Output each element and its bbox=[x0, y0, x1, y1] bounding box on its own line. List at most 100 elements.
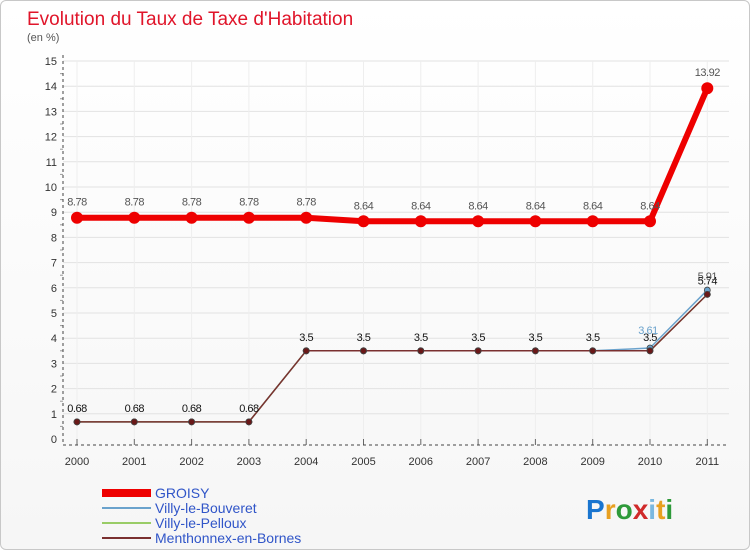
series-point-0 bbox=[701, 82, 714, 95]
series-point-0 bbox=[586, 215, 599, 228]
series-point-3 bbox=[589, 347, 597, 355]
y-tick-label: 11 bbox=[46, 157, 57, 169]
x-tick-label: 2000 bbox=[65, 456, 89, 468]
data-label: 3.5 bbox=[586, 332, 600, 344]
data-label: 8.78 bbox=[296, 197, 316, 209]
chart-subtitle: (en %) bbox=[27, 32, 59, 44]
logo-letter: t bbox=[656, 494, 665, 525]
data-label: 13.92 bbox=[695, 67, 720, 79]
logo-letter: i bbox=[648, 494, 656, 525]
data-label: 0.68 bbox=[67, 403, 87, 415]
series-point-3 bbox=[646, 347, 654, 355]
x-tick-label: 2008 bbox=[523, 456, 547, 468]
data-label: 8.78 bbox=[239, 197, 259, 209]
series-point-0 bbox=[644, 215, 656, 228]
legend-label: Menthonnex-en-Bornes bbox=[155, 530, 301, 546]
series-point-3 bbox=[417, 347, 425, 355]
series-point-3 bbox=[360, 347, 367, 355]
data-label: 3.61 bbox=[638, 325, 658, 337]
data-label: 3.5 bbox=[299, 332, 313, 344]
chart-legend: GROISYVilly-le-BouveretVilly-le-PellouxM… bbox=[102, 485, 301, 546]
y-tick-label: 8 bbox=[51, 232, 57, 244]
series-point-3 bbox=[245, 418, 253, 426]
x-tick-label: 2004 bbox=[294, 456, 318, 468]
series-point-3 bbox=[188, 418, 196, 426]
logo-letter: P bbox=[586, 494, 605, 525]
series-point-0 bbox=[414, 215, 427, 228]
data-label: 8.64 bbox=[354, 200, 374, 212]
series-point-3 bbox=[703, 290, 711, 298]
y-tick-label: 6 bbox=[51, 283, 57, 295]
logo-text: Proxiti bbox=[586, 494, 673, 525]
data-label: 8.64 bbox=[583, 200, 603, 212]
data-label: 8.64 bbox=[468, 200, 488, 212]
data-label: 8.64 bbox=[640, 200, 660, 212]
y-tick-label: 12 bbox=[45, 132, 57, 144]
x-tick-label: 2005 bbox=[351, 456, 375, 468]
series-line-3 bbox=[77, 293, 708, 423]
y-tick-label: 4 bbox=[51, 333, 57, 345]
y-tick-label: 9 bbox=[51, 207, 57, 219]
data-label: 8.78 bbox=[67, 197, 87, 209]
y-tick-label: 15 bbox=[45, 56, 57, 68]
legend-label: Villy-le-Bouveret bbox=[155, 500, 257, 516]
data-label: 5.74 bbox=[698, 275, 718, 287]
data-label: 8.78 bbox=[182, 197, 202, 209]
y-tick-label: 3 bbox=[51, 358, 57, 370]
data-label: 3.5 bbox=[529, 332, 543, 344]
x-tick-label: 2003 bbox=[237, 456, 261, 468]
series-point-0 bbox=[300, 211, 313, 224]
series-point-3 bbox=[73, 418, 81, 426]
data-label: 3.5 bbox=[414, 332, 428, 344]
logo-letter: i bbox=[665, 494, 673, 525]
series-point-0 bbox=[128, 211, 141, 224]
x-tick-label: 2007 bbox=[466, 456, 490, 468]
series-point-3 bbox=[532, 347, 539, 355]
series-point-0 bbox=[71, 211, 83, 224]
data-label: 8.64 bbox=[526, 200, 546, 212]
x-tick-label: 2006 bbox=[409, 456, 433, 468]
x-tick-label: 2010 bbox=[638, 456, 662, 468]
series-line-0 bbox=[77, 87, 711, 225]
y-tick-label: 14 bbox=[45, 81, 57, 93]
series-line-1 bbox=[77, 289, 708, 423]
y-tick-label: 1 bbox=[51, 409, 57, 421]
data-label: 0.68 bbox=[239, 403, 259, 415]
legend-label: Villy-le-Pelloux bbox=[155, 515, 247, 531]
series-point-3 bbox=[130, 418, 138, 426]
data-label: 3.5 bbox=[471, 332, 485, 344]
logo-letter: o bbox=[616, 494, 633, 525]
y-tick-label: 7 bbox=[51, 258, 57, 270]
x-tick-label: 2001 bbox=[122, 456, 146, 468]
x-tick-label: 2011 bbox=[695, 456, 719, 468]
y-tick-label: 10 bbox=[45, 182, 57, 194]
legend-label: GROISY bbox=[155, 485, 210, 501]
data-label: 0.68 bbox=[182, 403, 202, 415]
y-tick-label: 5 bbox=[51, 308, 57, 320]
series-point-0 bbox=[529, 215, 542, 228]
x-tick-label: 2009 bbox=[580, 456, 604, 468]
logo-letter: x bbox=[633, 494, 649, 525]
data-label: 0.68 bbox=[125, 403, 145, 415]
series-point-0 bbox=[472, 215, 485, 228]
data-label: 8.64 bbox=[411, 200, 431, 212]
logo-letter: r bbox=[605, 494, 616, 525]
chart-series: 8.78 8.78 8.78 8.78 8.78 8.64 8.64 8.64 8.64 8.64… bbox=[67, 67, 721, 426]
y-tick-label: 13 bbox=[45, 106, 57, 118]
proxiti-logo: Proxiti bbox=[586, 494, 673, 525]
series-point-0 bbox=[242, 211, 255, 224]
y-tick-label: 2 bbox=[51, 384, 57, 396]
series-point-0 bbox=[357, 215, 370, 228]
chart-title: Evolution du Taux de Taxe d'Habitation bbox=[27, 9, 353, 30]
series-point-3 bbox=[302, 347, 310, 355]
series-point-0 bbox=[185, 211, 198, 224]
data-label: 5.91 bbox=[698, 271, 718, 283]
data-label: 8.78 bbox=[125, 197, 145, 209]
data-label: 3.5 bbox=[643, 332, 657, 344]
series-point-3 bbox=[474, 347, 482, 355]
x-tick-label: 2002 bbox=[179, 456, 203, 468]
chart-grid bbox=[63, 60, 729, 439]
